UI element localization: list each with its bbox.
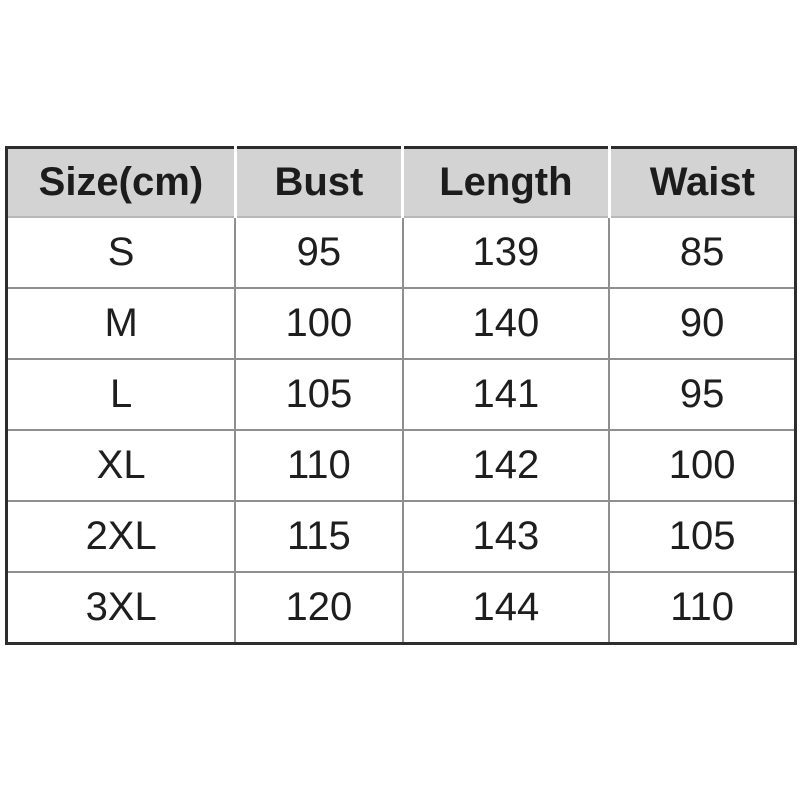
cell-size: 3XL — [6, 571, 236, 644]
cell-bust: 120 — [234, 571, 403, 644]
cell-waist: 100 — [608, 429, 796, 501]
size-chart-table: Size(cm) Bust Length Waist S 95 139 85 M… — [5, 146, 797, 645]
header-row: Size(cm) Bust Length Waist — [6, 147, 796, 218]
table-row-s: S 95 139 85 — [6, 216, 796, 288]
cell-length: 142 — [401, 429, 610, 501]
cell-bust: 110 — [234, 429, 403, 501]
cell-size: S — [6, 216, 236, 288]
cell-waist: 90 — [608, 287, 796, 359]
size-chart-container: Size(cm) Bust Length Waist S 95 139 85 M… — [5, 146, 797, 645]
cell-length: 139 — [401, 216, 610, 288]
cell-size: L — [6, 358, 236, 430]
cell-length: 141 — [401, 358, 610, 430]
table-row-2xl: 2XL 115 143 105 — [6, 500, 796, 572]
cell-bust: 95 — [234, 216, 403, 288]
column-header-bust: Bust — [233, 147, 403, 218]
column-header-length: Length — [401, 147, 610, 218]
cell-bust: 100 — [234, 287, 403, 359]
cell-bust: 115 — [234, 500, 403, 572]
cell-size: 2XL — [6, 500, 236, 572]
cell-length: 144 — [401, 571, 610, 644]
size-chart-header: Size(cm) Bust Length Waist — [6, 147, 796, 218]
cell-bust: 105 — [234, 358, 403, 430]
cell-length: 143 — [401, 500, 610, 572]
cell-waist: 85 — [608, 216, 796, 288]
cell-size: M — [6, 287, 236, 359]
size-chart-body: S 95 139 85 M 100 140 90 L 105 141 95 XL… — [6, 216, 796, 644]
cell-size: XL — [6, 429, 236, 501]
cell-waist: 110 — [608, 571, 796, 644]
column-header-waist: Waist — [607, 147, 796, 218]
table-row-xl: XL 110 142 100 — [6, 429, 796, 501]
table-row-m: M 100 140 90 — [6, 287, 796, 359]
cell-length: 140 — [401, 287, 610, 359]
table-row-3xl: 3XL 120 144 110 — [6, 571, 796, 644]
cell-waist: 105 — [608, 500, 796, 572]
column-header-size-cm: Size(cm) — [6, 147, 236, 218]
table-row-l: L 105 141 95 — [6, 358, 796, 430]
cell-waist: 95 — [608, 358, 796, 430]
